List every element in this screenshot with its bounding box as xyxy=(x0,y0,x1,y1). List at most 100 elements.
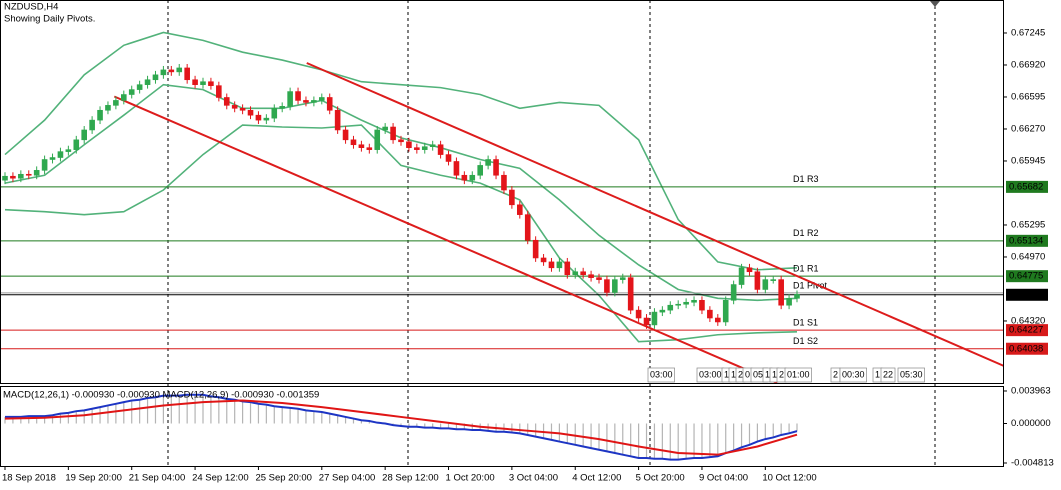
time-marker: 03:00 xyxy=(699,369,722,379)
time-marker-box xyxy=(880,367,896,383)
candle-body xyxy=(604,279,610,293)
candle-body xyxy=(57,151,64,158)
x-tick-label: 25 Sep 20:00 xyxy=(255,473,312,484)
signal-line xyxy=(4,399,798,456)
time-marker: 05:30 xyxy=(900,369,923,379)
macd-frame xyxy=(0,386,1004,467)
candle-body xyxy=(619,277,626,280)
time-marker: 1 xyxy=(875,369,880,379)
time-marker: 1 xyxy=(772,369,777,379)
candle-body xyxy=(707,309,713,319)
candle-body xyxy=(675,303,682,306)
candle-body xyxy=(762,279,769,290)
candle-body xyxy=(152,74,159,81)
y-tick-label: -0.004813 xyxy=(1011,458,1054,469)
y-tick-label: 0.65295 xyxy=(1011,219,1045,230)
candle-body xyxy=(144,79,151,85)
candle-body xyxy=(239,108,246,111)
channel-line xyxy=(306,62,1003,367)
time-marker-box xyxy=(784,367,812,383)
candle-body xyxy=(128,89,135,95)
candle-body xyxy=(303,100,309,103)
last-price-box xyxy=(1006,288,1048,301)
x-tick-label: 27 Sep 04:00 xyxy=(319,473,376,484)
candle-body xyxy=(216,85,222,98)
y-tick-label: 0.66920 xyxy=(1011,59,1045,70)
candle-body xyxy=(200,81,206,85)
y-tick-label: 0.67245 xyxy=(1011,27,1045,38)
time-marker: 1 xyxy=(724,369,729,379)
candle-body xyxy=(374,129,381,150)
x-tick-label: 9 Oct 04:00 xyxy=(699,473,748,484)
time-marker-box xyxy=(647,367,675,383)
candle-body xyxy=(223,97,230,106)
candle-body xyxy=(516,204,523,215)
time-marker: 1 xyxy=(765,369,770,379)
y-tick-label: 0.000000 xyxy=(1011,418,1051,429)
bollinger-band xyxy=(4,124,798,343)
candle-body xyxy=(366,147,373,150)
price-box-label: 0.65134 xyxy=(1009,235,1043,246)
bollinger-band xyxy=(4,31,798,271)
channel-line xyxy=(113,95,778,383)
candle-body xyxy=(429,144,436,148)
candle-body xyxy=(231,105,238,109)
y-tick-label: 0.64320 xyxy=(1011,315,1045,326)
candle-body xyxy=(49,157,56,160)
candle-body xyxy=(350,139,357,146)
time-marker: 05: xyxy=(753,369,766,379)
time-marker: 03:00 xyxy=(650,369,673,379)
candle-body xyxy=(691,299,697,303)
x-tick-label: 28 Sep 12:00 xyxy=(382,473,439,484)
candle-body xyxy=(477,165,484,176)
candle-body xyxy=(612,279,618,293)
candle-body xyxy=(453,161,460,176)
pivot-label: D1 S2 xyxy=(793,336,818,346)
time-marker: 22 xyxy=(883,369,893,379)
candle-body xyxy=(65,149,72,152)
candle-body xyxy=(556,261,563,269)
time-marker: 0 xyxy=(745,369,750,379)
y-tick-label: 0.65945 xyxy=(1011,155,1045,166)
candle-body xyxy=(113,100,119,106)
time-marker-box xyxy=(897,367,925,383)
candle-body xyxy=(342,129,349,141)
candle-body xyxy=(10,175,16,179)
time-marker: 01:00 xyxy=(787,369,810,379)
candle-body xyxy=(588,274,594,278)
candle-body xyxy=(627,277,634,311)
candle-body xyxy=(25,173,32,176)
candle-body xyxy=(730,284,737,301)
candle-body xyxy=(524,214,531,241)
candle-body xyxy=(437,144,444,155)
x-tick-label: 1 Oct 20:00 xyxy=(446,473,495,484)
x-tick-label: 18 Sep 2018 xyxy=(2,473,56,484)
candle-body xyxy=(596,277,602,280)
last-price-label: 0.64586 xyxy=(1009,289,1043,300)
candle-body xyxy=(461,174,468,181)
candle-body xyxy=(572,271,579,275)
candle-body xyxy=(532,239,539,259)
x-tick-label: 19 Sep 20:00 xyxy=(65,473,122,484)
candle-body xyxy=(493,159,499,176)
candle-body xyxy=(699,299,705,311)
time-marker: 2 xyxy=(833,369,838,379)
candle-body xyxy=(279,106,286,109)
x-tick-label: 4 Oct 12:00 xyxy=(572,473,621,484)
candle-body xyxy=(176,67,183,73)
x-tick-label: 21 Sep 04:00 xyxy=(129,473,186,484)
candle-body xyxy=(651,311,658,326)
price-plot: D1 R3 D1 R2 D1 R1 D1 Pivot D1 S1 D1 S2 xyxy=(0,31,1003,383)
macd-label: MACD(12,26,1) -0.000930 -0.000930 MACD(1… xyxy=(3,390,319,401)
candle-body xyxy=(18,173,24,179)
candle-body xyxy=(540,257,547,263)
pivot-subtitle: Showing Daily Pivots. xyxy=(4,14,95,25)
pivot-label: D1 R2 xyxy=(793,228,819,238)
candle-body xyxy=(501,174,507,191)
candle-body xyxy=(580,271,586,275)
candle-body xyxy=(390,126,396,141)
y-tick-label: 0.64970 xyxy=(1011,251,1045,262)
candle-body xyxy=(421,146,428,150)
